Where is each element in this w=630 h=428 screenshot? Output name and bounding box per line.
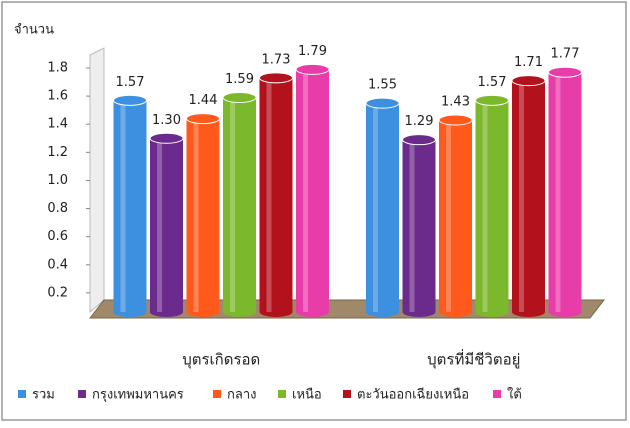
value-label: 1.77: [551, 47, 580, 62]
bar-top: [149, 132, 184, 144]
bar-shine: [120, 100, 126, 312]
value-label: 1.57: [116, 75, 145, 90]
value-label: 1.30: [152, 113, 181, 128]
bar-top: [438, 114, 473, 126]
bar-body: [113, 100, 147, 317]
bar-top: [295, 63, 330, 75]
bar-top: [475, 94, 509, 106]
bar: [511, 75, 546, 318]
value-label: 1.43: [441, 95, 470, 110]
bar-body: [475, 100, 509, 317]
value-label: 1.29: [405, 114, 434, 129]
bar-shine: [193, 118, 199, 312]
bar: [186, 113, 220, 317]
x-tick-label: บุตรเกิดรอด: [182, 351, 260, 370]
value-label: 1.57: [478, 75, 507, 90]
y-tick-label: 1.2: [47, 145, 68, 160]
bar-top: [113, 94, 147, 106]
bar-shine: [482, 100, 488, 312]
bar: [548, 66, 582, 317]
legend-swatch: [213, 390, 221, 398]
value-label: 1.59: [225, 72, 254, 87]
y-axis-label: จำนวน: [14, 23, 54, 38]
legend-label: กลาง: [227, 388, 257, 403]
legend-swatch: [18, 390, 26, 398]
value-label: 1.55: [368, 78, 397, 93]
bar-body: [223, 97, 256, 318]
bar-body: [512, 80, 545, 318]
y-tick-label: 0.8: [47, 201, 68, 216]
y-tick-label: 1.6: [47, 89, 68, 104]
bar-top: [402, 134, 436, 146]
bar: [222, 92, 257, 318]
bar: [475, 94, 509, 317]
legend-label: กรุงเทพมหานคร: [92, 388, 184, 403]
bar-body: [402, 139, 436, 317]
bar-top: [186, 113, 220, 125]
bar: [259, 72, 293, 317]
legend-swatch: [493, 390, 501, 398]
bar-body: [150, 138, 183, 317]
legend-swatch: [278, 390, 286, 398]
bar-top: [222, 92, 257, 104]
legend-label: เหนือ: [292, 387, 322, 403]
bar-body: [296, 69, 329, 318]
bar-top: [259, 72, 293, 84]
bar: [149, 132, 184, 317]
y-tick-label: 1.8: [47, 61, 68, 76]
bar-body: [259, 77, 293, 317]
value-label: 1.44: [189, 93, 218, 108]
bar-body: [186, 118, 220, 317]
bar-top: [511, 75, 546, 87]
bar-body: [548, 72, 582, 317]
bar: [113, 94, 147, 317]
bar-shine: [519, 80, 524, 313]
bar-shine: [373, 103, 378, 312]
bar-shine: [555, 72, 561, 312]
bar-shine: [157, 138, 162, 312]
bar: [295, 63, 330, 318]
value-label: 1.79: [298, 44, 327, 59]
bar-shine: [446, 120, 451, 312]
legend-swatch: [343, 390, 351, 398]
bar: [438, 114, 473, 317]
y-tick-label: 0.6: [47, 229, 68, 244]
bar-body: [439, 120, 472, 317]
bar-shine: [230, 97, 235, 313]
legend-label: ตะวันออกเฉียงเหนือ: [357, 387, 469, 403]
y-tick-label: 1.4: [47, 117, 68, 132]
legend-swatch: [78, 390, 86, 398]
y-tick-label: 1.0: [47, 173, 68, 188]
bar: [402, 134, 436, 317]
bar-shine: [409, 139, 415, 312]
bar-shine: [303, 69, 308, 313]
legend-label: รวม: [32, 388, 55, 403]
value-label: 1.71: [514, 55, 543, 70]
y-tick-label: 0.4: [47, 257, 68, 272]
legend-label: ใต้: [507, 387, 522, 403]
bar-top: [548, 66, 582, 78]
bar-shine: [266, 77, 272, 312]
bar: [365, 97, 400, 317]
bar-body: [366, 103, 399, 317]
x-tick-label: บุตรที่มีชีวิตอยู่: [427, 349, 520, 370]
y-tick-label: 0.2: [47, 285, 68, 300]
value-label: 1.73: [262, 52, 291, 67]
back-wall: [89, 47, 105, 314]
bar-top: [365, 97, 400, 109]
